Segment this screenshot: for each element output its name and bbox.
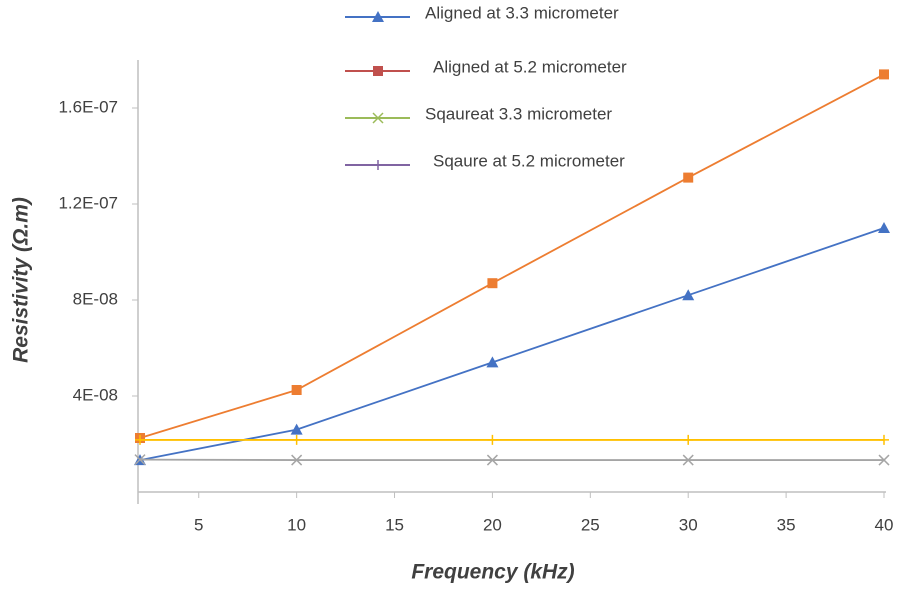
data-point — [134, 454, 146, 466]
data-point — [486, 454, 498, 466]
data-point — [487, 434, 498, 445]
x-tick-label: 35 — [777, 515, 796, 534]
data-point — [683, 172, 694, 183]
legend-marker — [373, 66, 383, 76]
x-tick-label: 25 — [581, 515, 600, 534]
x-tick-label: 40 — [875, 515, 894, 534]
legend-label: Sqaureat 3.3 micrometer — [425, 104, 612, 123]
x-axis-title: Frequency (kHz) — [411, 561, 574, 584]
x-tick-label: 5 — [194, 515, 203, 534]
data-point — [291, 454, 303, 466]
data-point — [682, 454, 694, 466]
legend-marker — [373, 160, 383, 170]
data-point — [878, 222, 890, 233]
data-point — [290, 423, 303, 435]
x-tick-label: 15 — [385, 515, 404, 534]
legend-label: Sqaure at 5.2 micrometer — [433, 151, 625, 170]
data-point — [879, 434, 889, 445]
data-point — [878, 454, 890, 466]
data-point — [486, 356, 499, 368]
y-tick-label: 4E-08 — [73, 385, 118, 404]
y-tick-label: 8E-08 — [73, 289, 118, 308]
data-point — [487, 278, 498, 289]
data-point — [291, 385, 302, 395]
x-tick-label: 20 — [483, 515, 502, 534]
data-point — [135, 434, 145, 445]
x-tick-label: 30 — [679, 515, 698, 534]
y-tick-label: 1.6E-07 — [58, 97, 118, 116]
series-line — [139, 227, 885, 461]
legend-label: Aligned at 5.2 micrometer — [433, 57, 627, 76]
data-point — [683, 434, 694, 445]
y-axis-title: Resistivity (Ω.m) — [10, 197, 33, 363]
legend-marker — [372, 11, 384, 22]
series-line — [139, 73, 885, 439]
data-point — [291, 434, 302, 445]
legend-marker — [372, 112, 384, 124]
data-point — [682, 289, 695, 301]
y-tick-label: 1.2E-07 — [58, 193, 118, 212]
legend-label: Aligned at 3.3 micrometer — [425, 3, 619, 22]
x-tick-label: 10 — [287, 515, 306, 534]
data-point — [879, 69, 889, 80]
